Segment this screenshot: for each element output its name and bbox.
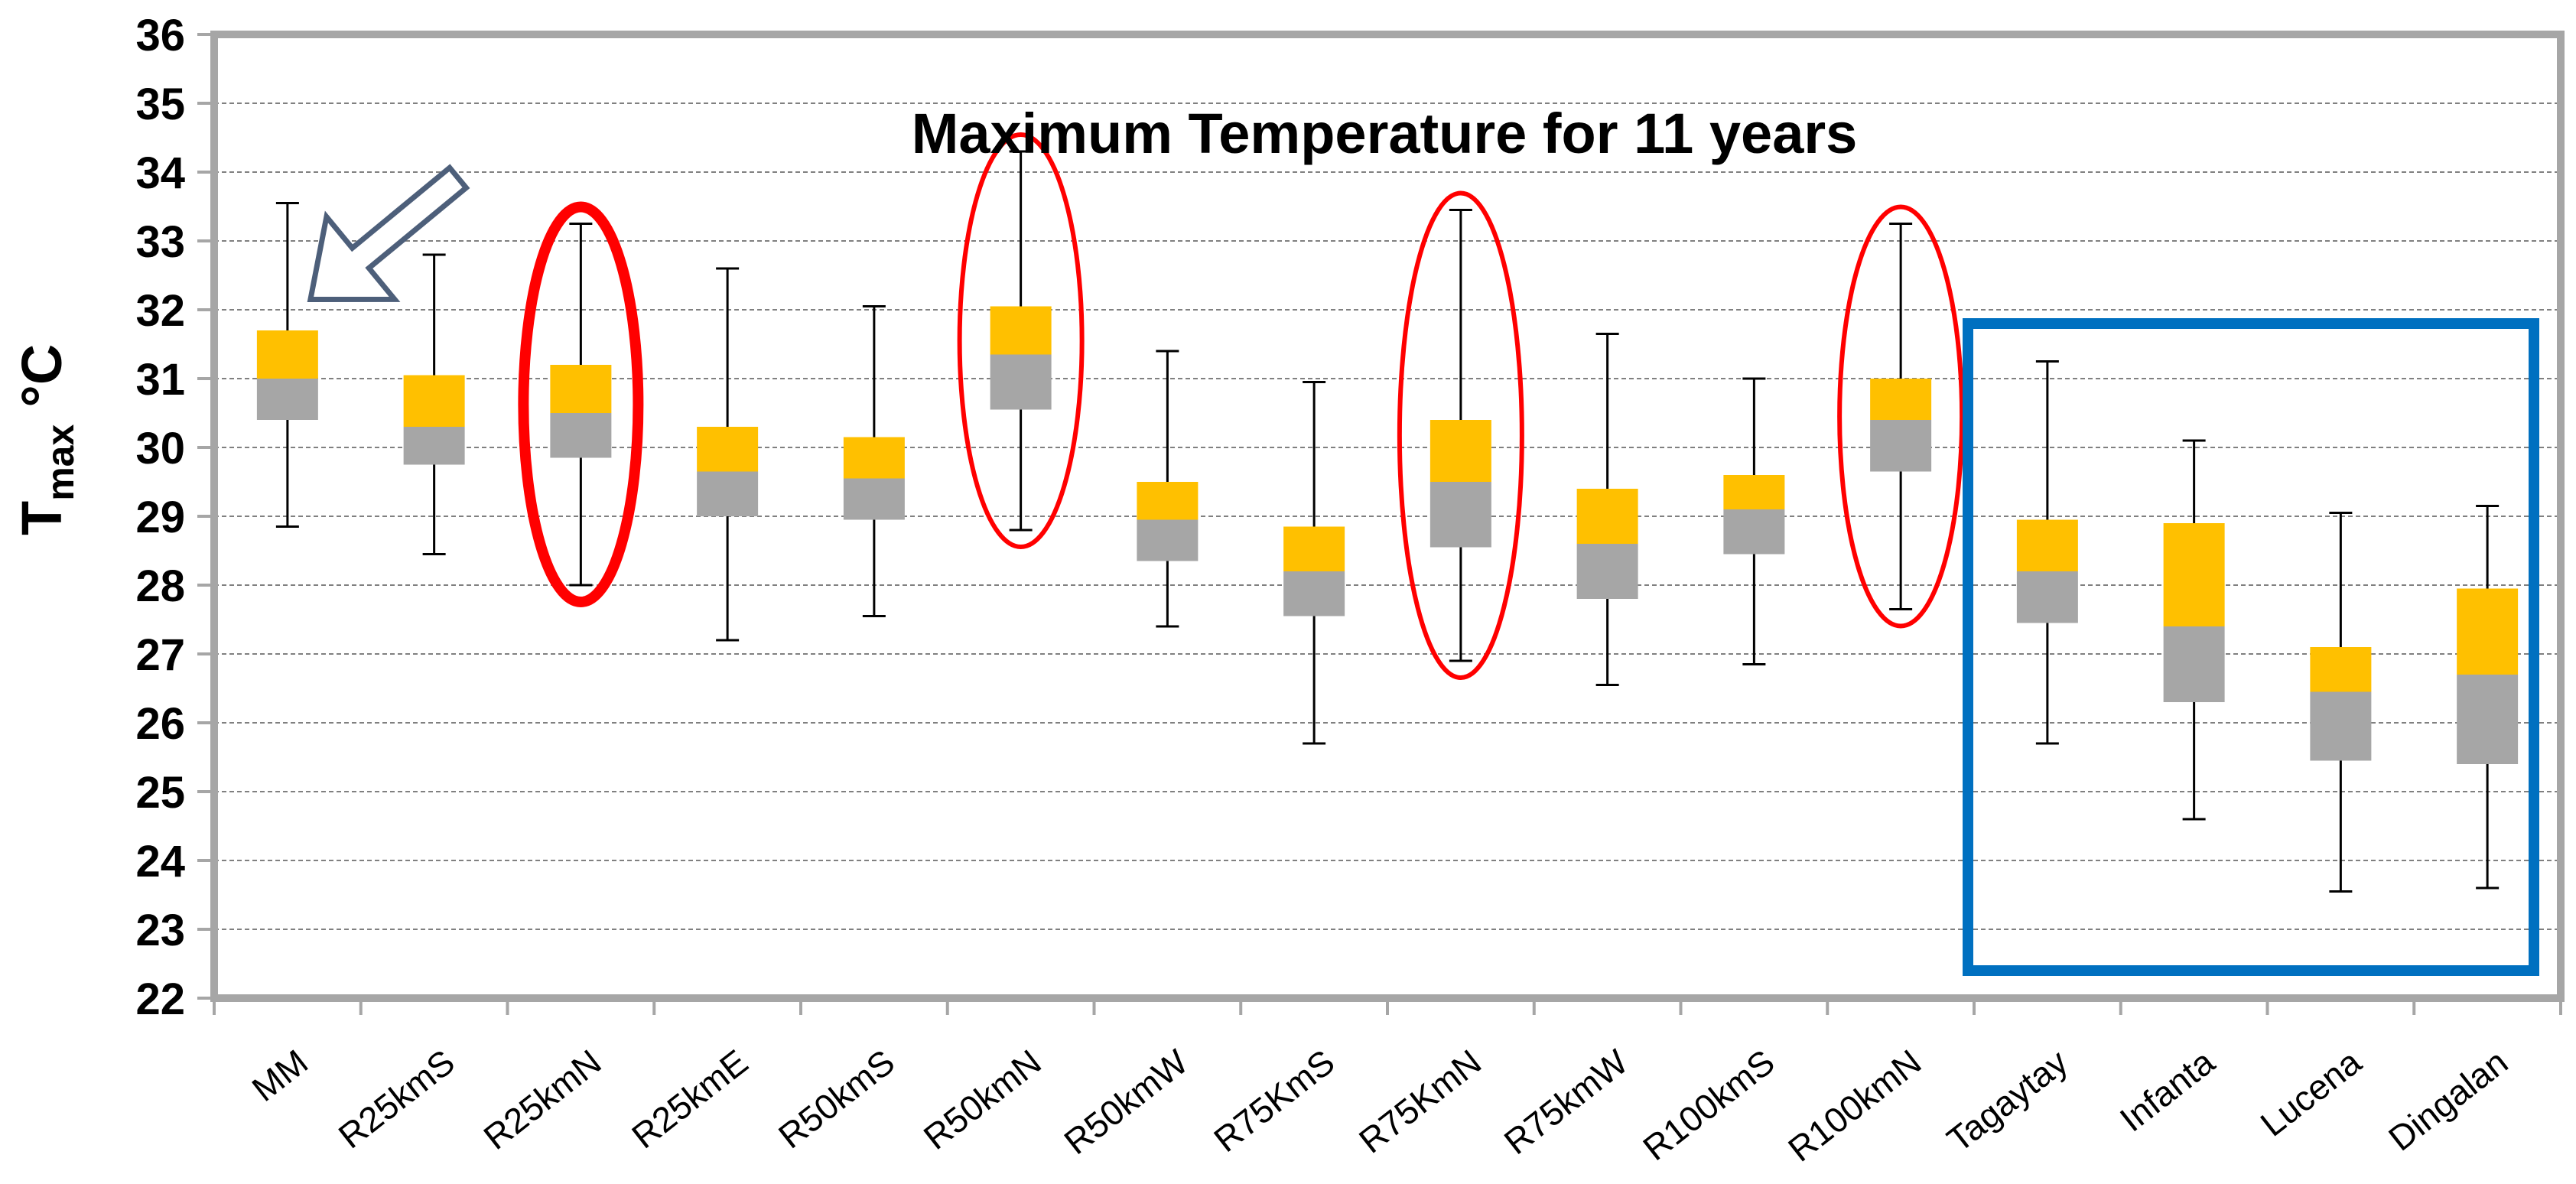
box-lower-quartile — [1576, 544, 1638, 599]
boxes — [256, 150, 2519, 893]
box-upper-quartile — [403, 375, 465, 427]
y-tick-label: 25 — [135, 768, 185, 818]
highlight-ellipse — [957, 132, 1085, 549]
y-tick-label: 36 — [135, 11, 185, 60]
highlight-rectangle — [1963, 318, 2539, 976]
y-axis-label-unit: °C — [10, 344, 73, 408]
box-upper-quartile — [2016, 519, 2078, 571]
box-upper-quartile — [697, 427, 759, 472]
box-lower-quartile — [1723, 509, 1785, 555]
highlight-ellipse — [1397, 190, 1524, 680]
annotations — [307, 132, 2539, 976]
y-tick-label: 26 — [135, 699, 185, 749]
box-lower-quartile — [550, 413, 612, 458]
x-tick-label: MM — [245, 1042, 315, 1109]
highlight-ellipse — [1837, 204, 1965, 629]
box-upper-quartile — [256, 330, 318, 379]
y-axis-label-subscript: max — [39, 424, 82, 501]
box-lower-quartile — [1429, 482, 1491, 548]
box-lower-quartile — [843, 478, 905, 520]
box-lower-quartile — [1137, 519, 1199, 561]
y-tick-label: 27 — [135, 630, 185, 680]
box-lower-quartile — [2457, 675, 2519, 764]
box-upper-quartile — [990, 306, 1052, 355]
x-tick-label: R25kmE — [624, 1042, 755, 1156]
box-lower-quartile — [2016, 571, 2078, 623]
y-axis-ticks: 22 23 24 25 26 27 28 29 30 31 32 33 34 35 36 — [135, 11, 214, 1024]
svg-text:Tmax°C: Tmax °C — [10, 344, 82, 535]
y-tick-label: 24 — [135, 837, 185, 886]
box-upper-quartile — [843, 437, 905, 479]
y-tick-label: 32 — [135, 286, 185, 336]
box-lower-quartile — [990, 354, 1052, 410]
box-lower-quartile — [2310, 691, 2372, 761]
y-tick-label: 28 — [135, 561, 185, 611]
y-tick-label: 31 — [135, 355, 185, 405]
x-tick-label: R100kmS — [1635, 1042, 1781, 1168]
box-upper-quartile — [550, 365, 612, 413]
box-lower-quartile — [697, 471, 759, 516]
x-tick-label: R50kmN — [916, 1042, 1049, 1157]
gridlines — [210, 31, 2565, 1002]
y-axis-label: Tmax °C — [10, 344, 82, 535]
chart-title: Maximum Temperature for 11 years — [912, 102, 1858, 165]
x-tick-label: R50kmW — [1056, 1042, 1195, 1163]
box-upper-quartile — [2457, 588, 2519, 675]
box-lower-quartile — [2163, 626, 2225, 702]
x-tick-label: R100kmN — [1781, 1042, 1928, 1169]
x-tick-label: R25kmN — [476, 1042, 609, 1157]
x-tick-label: R50kmS — [771, 1042, 902, 1156]
x-tick-label: Tagaytay — [1940, 1042, 2075, 1160]
box-upper-quartile — [2163, 523, 2225, 626]
highlight-ellipse — [518, 201, 644, 607]
arrow-annotation — [307, 164, 470, 303]
box-lower-quartile — [1283, 571, 1345, 616]
box-lower-quartile — [403, 427, 465, 465]
y-axis-label-symbol: T — [10, 501, 73, 535]
box-upper-quartile — [1576, 489, 1638, 544]
x-axis-ticks: MM R25kmS R25kmN R25kmE R50kmS R50kmN R50kmW R7… — [213, 998, 2562, 1169]
box-upper-quartile — [1870, 379, 1932, 420]
x-tick-label: R75KmS — [1206, 1042, 1342, 1160]
box-upper-quartile — [1137, 482, 1199, 520]
x-tick-label: R25kmS — [331, 1042, 462, 1156]
box-upper-quartile — [1283, 526, 1345, 571]
box-lower-quartile — [1870, 420, 1932, 472]
y-tick-label: 22 — [135, 974, 185, 1024]
x-tick-label: Infanta — [2113, 1042, 2222, 1140]
y-tick-label: 33 — [135, 217, 185, 267]
box-lower-quartile — [256, 379, 318, 420]
x-tick-label: R75KmN — [1351, 1042, 1488, 1161]
x-tick-label: Dingalan — [2381, 1042, 2515, 1159]
y-tick-label: 29 — [135, 493, 185, 542]
y-tick-label: 23 — [135, 906, 185, 955]
box-upper-quartile — [2310, 647, 2372, 692]
box-upper-quartile — [1723, 475, 1785, 509]
y-tick-label: 34 — [135, 148, 185, 198]
box-upper-quartile — [1429, 420, 1491, 482]
x-tick-label: R75kmW — [1497, 1042, 1636, 1163]
x-tick-label: Lucena — [2253, 1042, 2369, 1144]
y-tick-label: 35 — [135, 80, 185, 129]
y-tick-label: 30 — [135, 424, 185, 473]
